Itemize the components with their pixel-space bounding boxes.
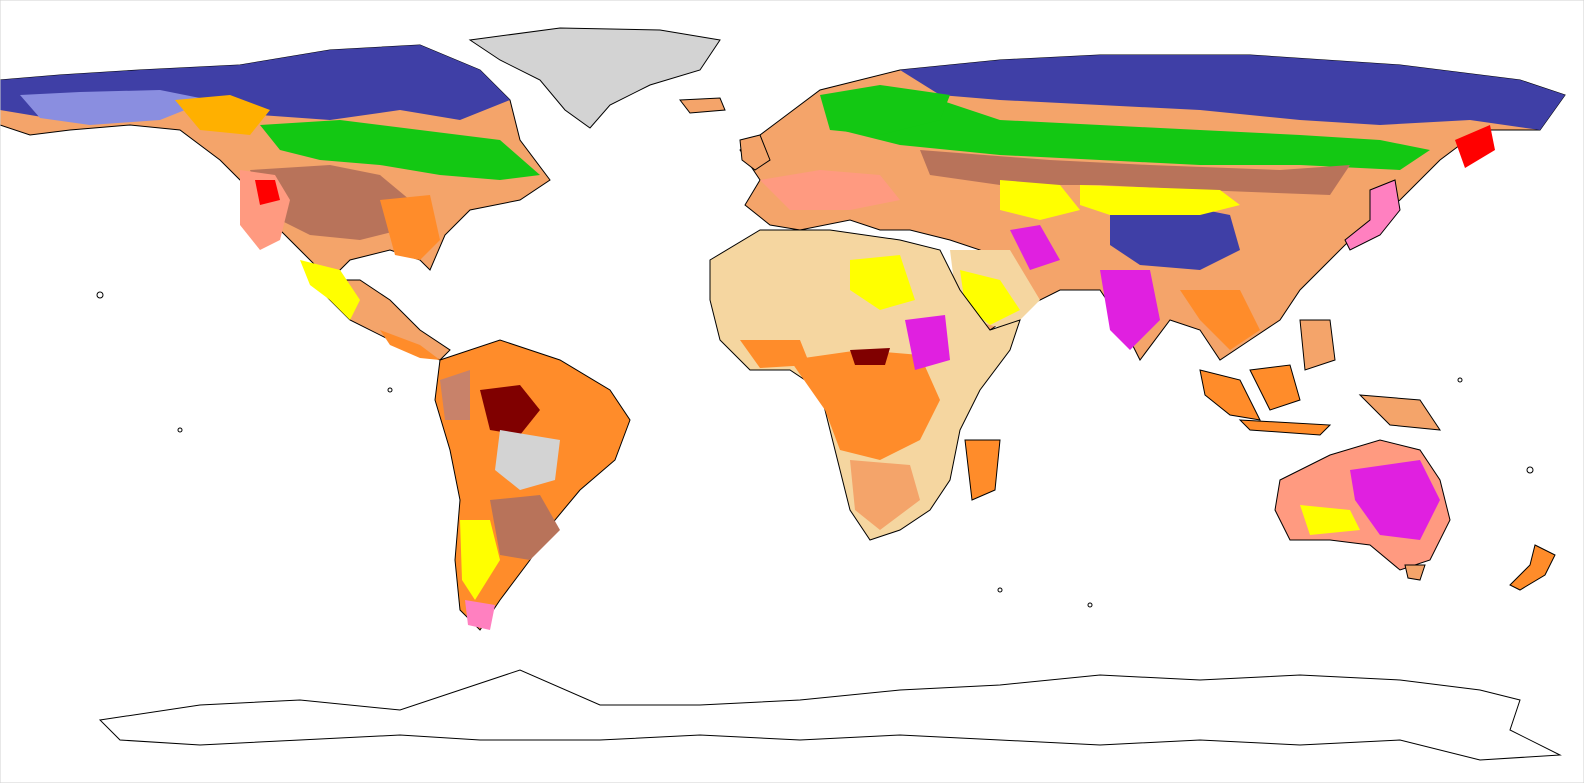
eurasia <box>739 54 1566 361</box>
north-america <box>0 44 551 361</box>
australia <box>1274 439 1451 581</box>
japan <box>1344 179 1401 251</box>
small-islands <box>96 291 1534 608</box>
new-zealand <box>1509 544 1556 591</box>
greenland <box>468 27 721 129</box>
maritime-southeast-asia <box>1199 319 1442 436</box>
antarctica <box>98 669 1562 761</box>
south-america <box>434 339 631 631</box>
british-isles <box>739 134 771 171</box>
africa <box>709 229 1021 541</box>
iceland <box>679 97 726 114</box>
